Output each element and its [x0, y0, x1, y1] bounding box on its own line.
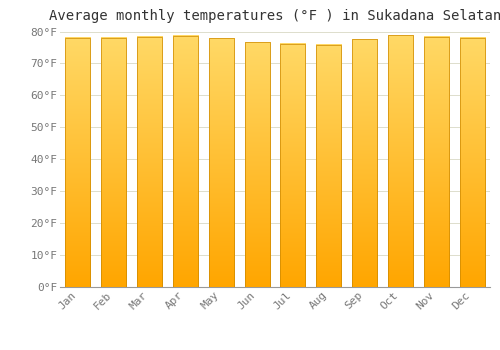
Bar [137, 37, 162, 287]
Bar [388, 35, 413, 287]
Bar [316, 44, 342, 287]
Bar [352, 40, 377, 287]
Bar [208, 38, 234, 287]
Bar [460, 37, 484, 287]
Bar [244, 42, 270, 287]
Bar [173, 36, 198, 287]
Title: Average monthly temperatures (°F ) in Sukadana Selatan: Average monthly temperatures (°F ) in Su… [49, 9, 500, 23]
Bar [101, 37, 126, 287]
Bar [66, 37, 90, 287]
Bar [280, 44, 305, 287]
Bar [424, 37, 449, 287]
